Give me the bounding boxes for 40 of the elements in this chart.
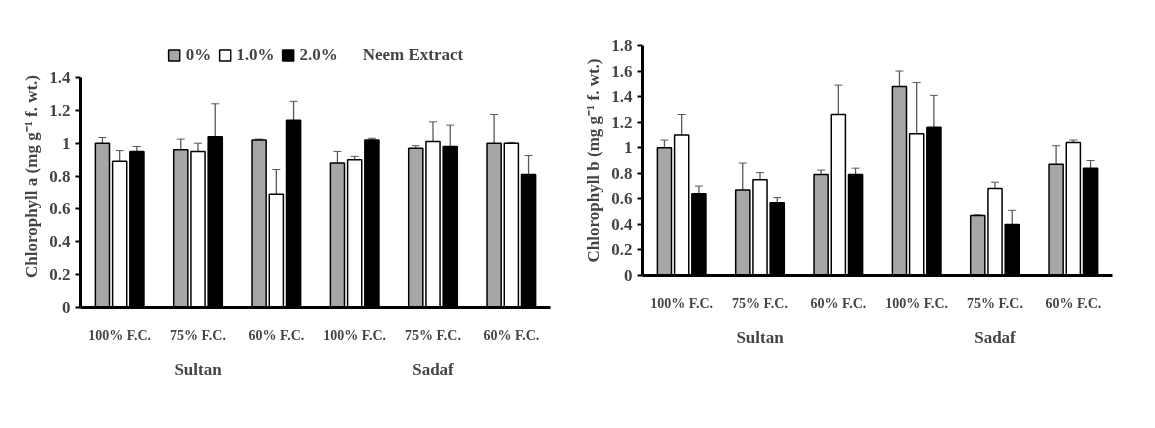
y-tick-label: 0.6 [611,189,633,209]
x-tick-label: 100% F.C. [323,327,387,343]
y-tick-label: 0.2 [49,265,71,285]
y-axis-title: Chlorophyll b (mg g⁻¹ f. wt.) [584,58,604,263]
x-tick-label: 75% F.C. [967,295,1023,311]
legend-label: 1.0% [236,45,275,65]
x-tick-label: 60% F.C. [248,327,305,343]
x-tick-label: 75% F.C. [405,327,461,343]
x-tick-label: 100% F.C. [650,295,714,311]
x-tick-label: 60% F.C. [810,295,867,311]
x-tick-label: 75% F.C. [732,295,788,311]
text: Sultan [174,359,223,379]
y-tick-label: 0.8 [49,166,71,186]
y-tick-label: 1.6 [611,61,633,81]
x-tick-label: 60% F.C. [1045,295,1102,311]
legend-title: Neem Extract [362,45,464,65]
y-tick-label: 1.2 [49,100,71,120]
x-tick-label: 100% F.C. [88,327,152,343]
y-tick-label: 1 [624,138,633,158]
y-tick-label: 0 [62,298,71,317]
y-tick-label: 1.4 [49,68,71,87]
y-tick-label: 0.4 [611,214,633,234]
legend-label: 2.0% [299,45,338,65]
y-tick-label: 1.2 [611,112,633,132]
text: Sultan [736,327,785,347]
y-tick-label: 1.4 [611,87,633,107]
y-axis-title: Chlorophyll a (mg g⁻¹ f. wt.) [22,75,42,278]
text: Sadaf [974,327,1017,347]
y-tick-label: 0.4 [49,232,71,252]
legend-label: 0% [185,45,212,65]
text: Sadaf [412,359,455,379]
y-tick-label: 0.2 [611,240,633,260]
y-tick-label: 0.8 [611,163,633,183]
y-tick-label: 1 [62,133,71,153]
y-tick-label: 0.6 [49,199,71,219]
y-tick-label: 1.8 [611,36,633,55]
y-tick-label: 0 [624,266,633,285]
x-tick-label: 60% F.C. [483,327,540,343]
x-tick-label: 100% F.C. [885,295,949,311]
x-tick-label: 75% F.C. [170,327,226,343]
